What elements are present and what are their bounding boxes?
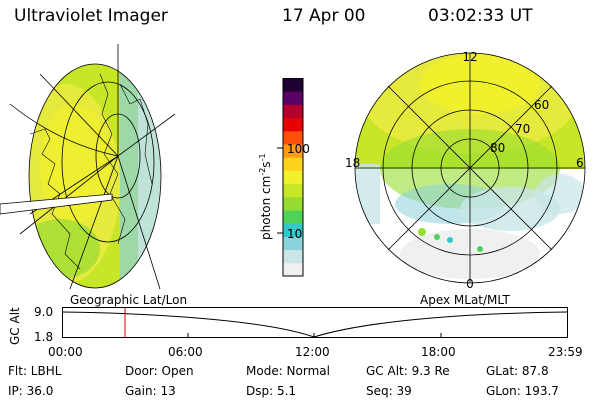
colorbar-segment [283, 249, 303, 264]
app-title: Ultraviolet Imager [14, 6, 168, 26]
mlt-label-0: 0 [466, 277, 474, 289]
colorbar-segment [283, 196, 303, 211]
glat-info: GLat: 87.8 [486, 364, 549, 378]
colorbar-segment [283, 78, 303, 92]
colorbar-unit-label: photon cm-2s-1 [258, 153, 273, 240]
colorbar-segment [283, 210, 303, 224]
y-tick-high: 9.0 [34, 305, 54, 319]
gc-alt-info: GC Alt: 9.3 Re [366, 364, 450, 378]
apex-label: Apex MLat/MLT [420, 293, 510, 307]
colorbar-segment [283, 223, 303, 237]
mlt-label-18: 18 [345, 156, 360, 170]
ip-info: IP: 36.0 [8, 384, 54, 398]
colorbar-segment [283, 104, 303, 119]
colorbar-segment [283, 144, 303, 158]
x-tick-0000: 00:00 [48, 345, 83, 359]
seq-info: Seq: 39 [366, 384, 412, 398]
dsp-info: Dsp: 5.1 [246, 384, 297, 398]
altitude-timeline[interactable] [62, 307, 572, 339]
mlat-label-70: 70 [515, 122, 530, 136]
gain-info: Gain: 13 [125, 384, 176, 398]
colorbar-segment [283, 117, 303, 132]
mode-info: Mode: Normal [246, 364, 330, 378]
colorbar-segment [283, 91, 303, 105]
flt-info: Flt: LBHL [8, 364, 62, 378]
x-tick-0600: 06:00 [168, 345, 203, 359]
glon-info: GLon: 193.7 [486, 384, 559, 398]
colorbar-tick-10: 10 [287, 227, 303, 241]
x-tick-1800: 18:00 [421, 345, 456, 359]
gc-alt-axis-label: GC Alt [8, 307, 22, 345]
time-label: 03:02:33 UT [428, 6, 533, 26]
door-info: Door: Open [125, 364, 194, 378]
date-label: 17 Apr 00 [282, 6, 366, 26]
colorbar-segment [283, 183, 303, 198]
colorbar-segment [283, 262, 303, 277]
colorbar-segment [283, 130, 303, 145]
colorbar-segment [283, 157, 303, 171]
colorbar-segment [283, 170, 303, 185]
geographic-label: Geographic Lat/Lon [70, 293, 188, 307]
mlt-label-12: 12 [462, 50, 477, 64]
color-scale-bar [277, 78, 304, 277]
geographic-map [0, 44, 176, 289]
mlat-label-80: 80 [490, 141, 505, 155]
colorbar-tick-100: 100 [287, 142, 310, 156]
colorbar-segment [283, 236, 303, 251]
x-tick-2359: 23:59 [548, 345, 583, 359]
mlt-label-6: 6 [576, 156, 584, 170]
y-tick-low: 1.8 [34, 330, 54, 344]
polar-mlat-mlt-plot: 12 18 6 0 60 70 80 [345, 50, 586, 289]
mlat-label-60: 60 [534, 98, 549, 112]
x-tick-1200: 12:00 [295, 345, 330, 359]
